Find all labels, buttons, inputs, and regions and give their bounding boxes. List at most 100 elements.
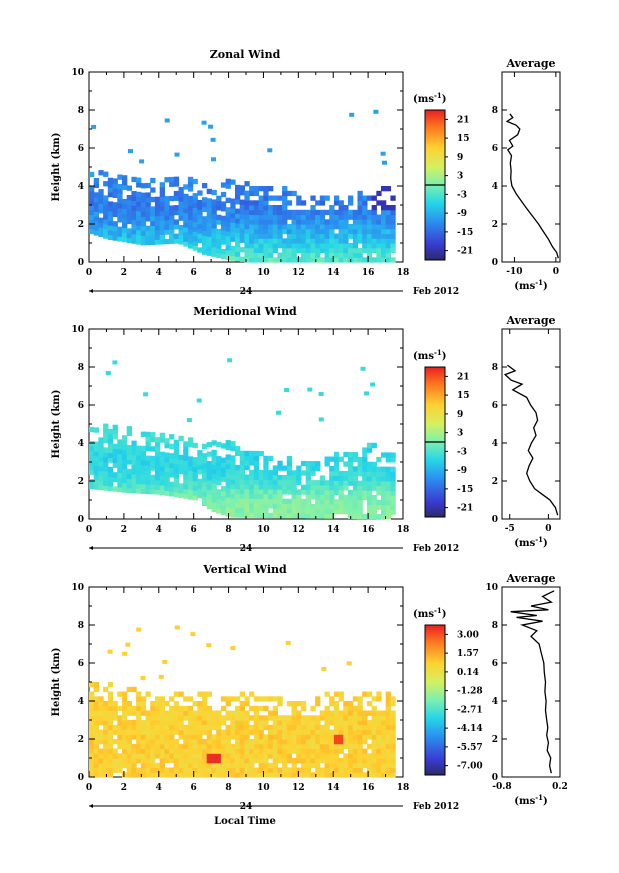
field-cell xyxy=(329,748,335,754)
field-cell xyxy=(136,445,142,451)
field-cell xyxy=(206,451,212,457)
field-cell xyxy=(136,191,142,198)
field-cell xyxy=(98,748,104,754)
field-cell xyxy=(117,691,123,697)
field-cell xyxy=(216,767,222,773)
field-cell xyxy=(362,247,368,254)
y-tick-label: 0 xyxy=(78,515,84,525)
field-cell xyxy=(211,246,217,253)
field-cell xyxy=(258,451,264,457)
field-cell xyxy=(371,514,377,520)
field-cell xyxy=(136,734,142,740)
field-cell xyxy=(150,432,156,438)
field-cell xyxy=(338,456,344,462)
field-cell xyxy=(385,495,391,501)
field-cell xyxy=(230,479,236,485)
field-cell xyxy=(296,701,302,707)
field-cell xyxy=(235,222,241,229)
field-cell xyxy=(305,758,311,764)
field-cell xyxy=(202,216,208,222)
field-cell xyxy=(249,186,255,192)
field-cell xyxy=(164,710,170,716)
field-cell xyxy=(305,484,311,491)
field-cell xyxy=(178,492,184,499)
field-cell xyxy=(346,661,352,666)
field-cell xyxy=(164,238,170,245)
field-cell xyxy=(357,734,363,740)
field-cell xyxy=(390,767,396,773)
field-cell xyxy=(385,452,391,458)
field-cell xyxy=(291,762,297,769)
field-cell xyxy=(286,209,293,216)
field-cell xyxy=(206,720,212,726)
average-profile-line xyxy=(505,113,559,259)
field-cell xyxy=(305,224,311,230)
field-cell xyxy=(348,758,354,764)
average-y-tick-label: 4 xyxy=(492,182,498,192)
field-cell xyxy=(93,216,99,222)
field-cell xyxy=(93,178,99,184)
field-cell xyxy=(366,461,373,467)
field-cell xyxy=(98,231,104,238)
field-cell xyxy=(357,485,363,491)
field-cell xyxy=(89,214,95,220)
field-cell xyxy=(173,219,180,225)
field-cell xyxy=(230,488,236,494)
field-cell xyxy=(154,696,161,702)
field-cell xyxy=(211,758,217,764)
field-cell xyxy=(112,225,118,232)
field-cell xyxy=(385,205,391,211)
field-cell xyxy=(376,767,382,773)
field-cell xyxy=(333,743,340,750)
field-cell xyxy=(371,238,377,244)
colorbar-tick-label: -15 xyxy=(457,228,473,238)
field-cell xyxy=(385,499,391,506)
field-cell xyxy=(324,485,330,491)
field-cell xyxy=(107,767,114,773)
field-cell xyxy=(385,767,391,773)
field-cell xyxy=(192,490,198,496)
field-cell xyxy=(315,748,321,754)
field-cell xyxy=(225,701,231,707)
field-cell xyxy=(366,442,373,448)
field-cell xyxy=(390,481,396,487)
field-cell xyxy=(169,238,175,244)
field-cell xyxy=(103,729,109,735)
field-cell xyxy=(183,729,189,735)
field-cell xyxy=(210,137,216,142)
field-cell xyxy=(173,724,180,731)
field-cell xyxy=(296,513,302,519)
field-cell xyxy=(98,189,104,195)
field-cell xyxy=(385,186,391,192)
field-cell xyxy=(164,772,170,778)
field-cell xyxy=(282,479,288,485)
field-cell xyxy=(300,772,307,778)
field-cell xyxy=(122,734,128,740)
field-cell xyxy=(103,452,109,458)
field-cell xyxy=(249,767,255,773)
field-cell xyxy=(343,720,349,726)
field-cell xyxy=(230,227,236,233)
x-axis: 0 2 4 6 8 10 12 14 16 18 xyxy=(86,329,409,535)
field-cell xyxy=(333,753,340,759)
field-cell xyxy=(352,748,359,754)
field-cell xyxy=(272,508,278,514)
field-cell xyxy=(140,734,147,740)
field-cell xyxy=(131,233,137,240)
field-cell xyxy=(263,460,269,466)
field-cell xyxy=(89,464,95,471)
field-cell xyxy=(192,245,198,251)
field-cell xyxy=(329,696,335,702)
field-cell xyxy=(126,705,132,712)
field-cell xyxy=(390,696,396,702)
field-cell xyxy=(126,449,132,456)
field-cell xyxy=(362,257,368,263)
field-cell xyxy=(235,474,241,480)
field-cell xyxy=(216,743,222,750)
field-cell xyxy=(291,513,297,519)
field-cell xyxy=(268,479,274,485)
x-tick-label: 18 xyxy=(397,268,410,278)
field-cell xyxy=(305,503,311,510)
field-cell xyxy=(93,465,99,471)
field-cell xyxy=(192,197,198,204)
